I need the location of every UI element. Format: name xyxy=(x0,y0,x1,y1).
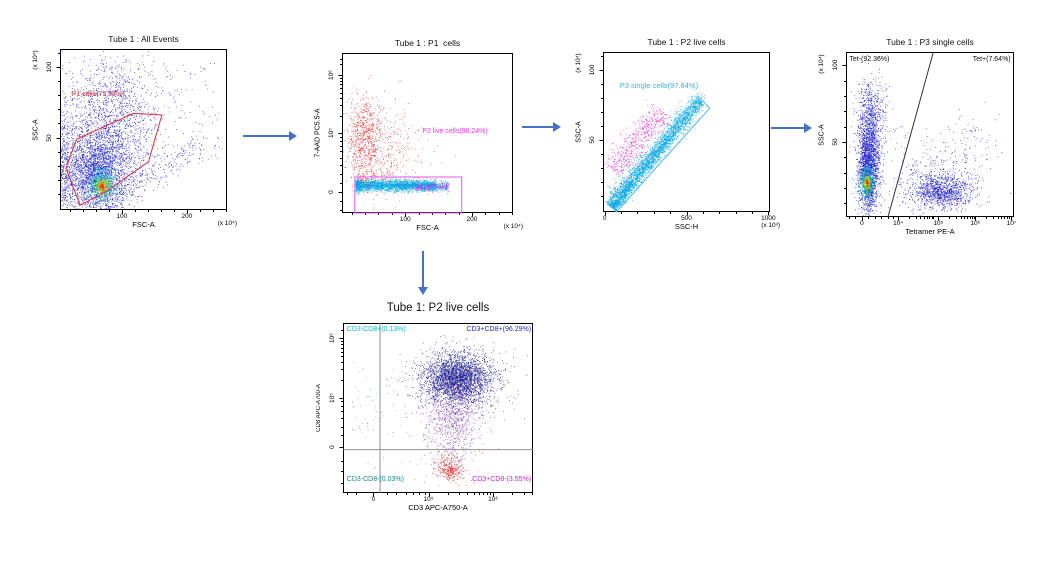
p2-live-cells-y-axis-label: SSC-A xyxy=(575,121,583,143)
p1-cells-title: Tube 1 : P1 cells xyxy=(394,38,461,48)
p3-single-cells-gate-label: Tet+(7.64%) xyxy=(972,56,1011,64)
p3-single-cells-y-tick-label: 100 xyxy=(831,59,839,71)
plot-p2-live-cells-quadrants: Tube 1: P2 live cells CD3 APC-A750-A 0 10⁵ 1… xyxy=(316,302,547,511)
p3-single-cells-x-tick-label: 10⁶ xyxy=(970,220,981,227)
all-events-gate-label: P1 cells(79.98%) xyxy=(71,90,125,98)
arrow-p1-to-p2-icon xyxy=(522,122,561,132)
all-events-x-tick-label: 200 xyxy=(181,213,193,220)
all-events-y-axis-label: SSC-A xyxy=(32,118,40,141)
p3-single-cells-x-tick-label: 10⁴ xyxy=(893,220,904,227)
p1-cells-y-tick-label: 10⁶ xyxy=(327,70,335,81)
plot-p3-single-cells: Tube 1 : P3 single cells Tetramer PE-A 0 10… xyxy=(818,38,1028,235)
p1-cells-scatter-canvas xyxy=(328,39,527,227)
p1-cells-x-tick-label: 200 xyxy=(466,216,478,223)
p1-cells-x-axis-multiplier: (x 10⁴) xyxy=(503,223,523,230)
arrow-p2-to-p3-icon xyxy=(771,123,812,133)
p3-single-cells-x-axis-label: Tetramer PE-A xyxy=(905,227,955,236)
p3-single-cells-x-tick-label: 10⁷ xyxy=(1006,220,1017,227)
all-events-x-axis-label: FSC-A xyxy=(132,220,155,229)
p2-live-cells-quadrants-gate-label: CD3-CD8+(0.13%) xyxy=(346,326,406,334)
p2-live-cells-x-tick-label: 1000 xyxy=(761,215,776,222)
p3-single-cells-y-axis-label: SSC-A xyxy=(818,123,826,146)
all-events-title: Tube 1 : All Events xyxy=(108,34,179,44)
p2-live-cells-x-tick-label: 0 xyxy=(602,215,607,222)
p1-cells-y-tick-label: 10⁵ xyxy=(327,128,335,138)
p2-live-cells-quadrants-x-tick-label: 0 xyxy=(371,496,376,503)
p2-live-cells-y-tick-label: 50 xyxy=(588,136,596,144)
p2-live-cells-quadrants-gate-label: CD3+CD8+(96.29%) xyxy=(466,326,532,334)
p2-live-cells-quadrants-y-tick-label: 0 xyxy=(328,445,336,449)
all-events-x-axis-multiplier: (x 10⁴) xyxy=(217,220,237,227)
p2-live-cells-gate-label: P3 single cells(97.84%) xyxy=(619,80,699,90)
p3-single-cells-title: Tube 1 : P3 single cells xyxy=(886,37,974,47)
p3-single-cells-x-tick-label: 0 xyxy=(860,220,864,227)
p3-single-cells-scatter-canvas xyxy=(832,38,1028,231)
p2-live-cells-x-tick-label: 500 xyxy=(681,215,692,222)
p2-live-cells-x-axis-multiplier: (x 10³) xyxy=(761,222,780,229)
p2-live-cells-quadrants-y-tick-label: 10⁵ xyxy=(328,392,336,403)
p2-live-cells-quadrants-title: Tube 1: P2 live cells xyxy=(386,302,490,314)
all-events-y-tick-label: 100 xyxy=(45,61,53,73)
all-events-y-tick-label: 50 xyxy=(45,133,53,142)
p2-live-cells-title: Tube 1 : P2 live cells xyxy=(647,37,726,47)
p2-live-cells-quadrants-x-tick-label: 10⁶ xyxy=(488,496,499,503)
p2-live-cells-y-axis-multiplier: (x 10⁴) xyxy=(574,53,582,73)
plot-p1-cells: Tube 1 : P1 cells FSC-A (x 10⁴) 100 200 7-AAD… xyxy=(315,39,527,231)
plot-p2-live-cells: Tube 1 : P2 live cells SSC-H (x 10³) 0 500 10… xyxy=(575,38,784,230)
p1-cells-x-axis-label: FSC-A xyxy=(416,223,439,232)
p2-live-cells-quadrants-y-axis-label: CD8 APC-A700-A xyxy=(316,384,322,432)
all-events-x-tick-label: 100 xyxy=(116,213,128,220)
p3-single-cells-x-tick-label: 10⁵ xyxy=(933,220,944,227)
p2-live-cells-quadrants-scatter-canvas xyxy=(329,309,547,507)
p3-single-cells-y-tick-label: 50 xyxy=(831,138,839,146)
all-events-scatter-canvas xyxy=(46,35,241,224)
p3-single-cells-gate-label: Tet-(92.36%) xyxy=(849,56,890,64)
p2-live-cells-quadrants-gate-label: CD3-CD8-(0.03%) xyxy=(346,476,404,483)
p2-live-cells-y-tick-label: 100 xyxy=(588,64,596,76)
p2-live-cells-quadrants-x-tick-label: 10⁵ xyxy=(423,496,434,503)
p2-live-cells-quadrants-x-axis-label: CD3 APC-A750-A xyxy=(408,503,468,512)
p3-single-cells-y-axis-multiplier: (x 10⁴) xyxy=(817,53,825,74)
arrow-all-events-to-p1-icon xyxy=(243,131,297,141)
p2-live-cells-quadrants-gate-label: CD3+CD8-(3.55%) xyxy=(472,476,532,483)
p2-live-cells-quadrants-y-tick-label: 10⁶ xyxy=(328,333,336,344)
p1-cells-y-tick-label: 0 xyxy=(327,190,335,194)
p2-live-cells-scatter-canvas xyxy=(589,38,784,226)
p2-live-cells-x-axis-label: SSC-H xyxy=(674,222,699,231)
plot-all-events: Tube 1 : All Events FSC-A (x 10⁴) 100 200 SSC… xyxy=(32,35,241,228)
p1-cells-y-axis-label: 7-AAD PC5.5-A xyxy=(314,108,322,158)
all-events-y-axis-multiplier: (x 10⁴) xyxy=(31,50,39,70)
arrow-p1-to-quadrant-icon xyxy=(418,251,428,295)
p1-cells-x-tick-label: 100 xyxy=(399,216,411,223)
p1-cells-gate-label: P2 live cells(98.24%) xyxy=(422,128,488,136)
